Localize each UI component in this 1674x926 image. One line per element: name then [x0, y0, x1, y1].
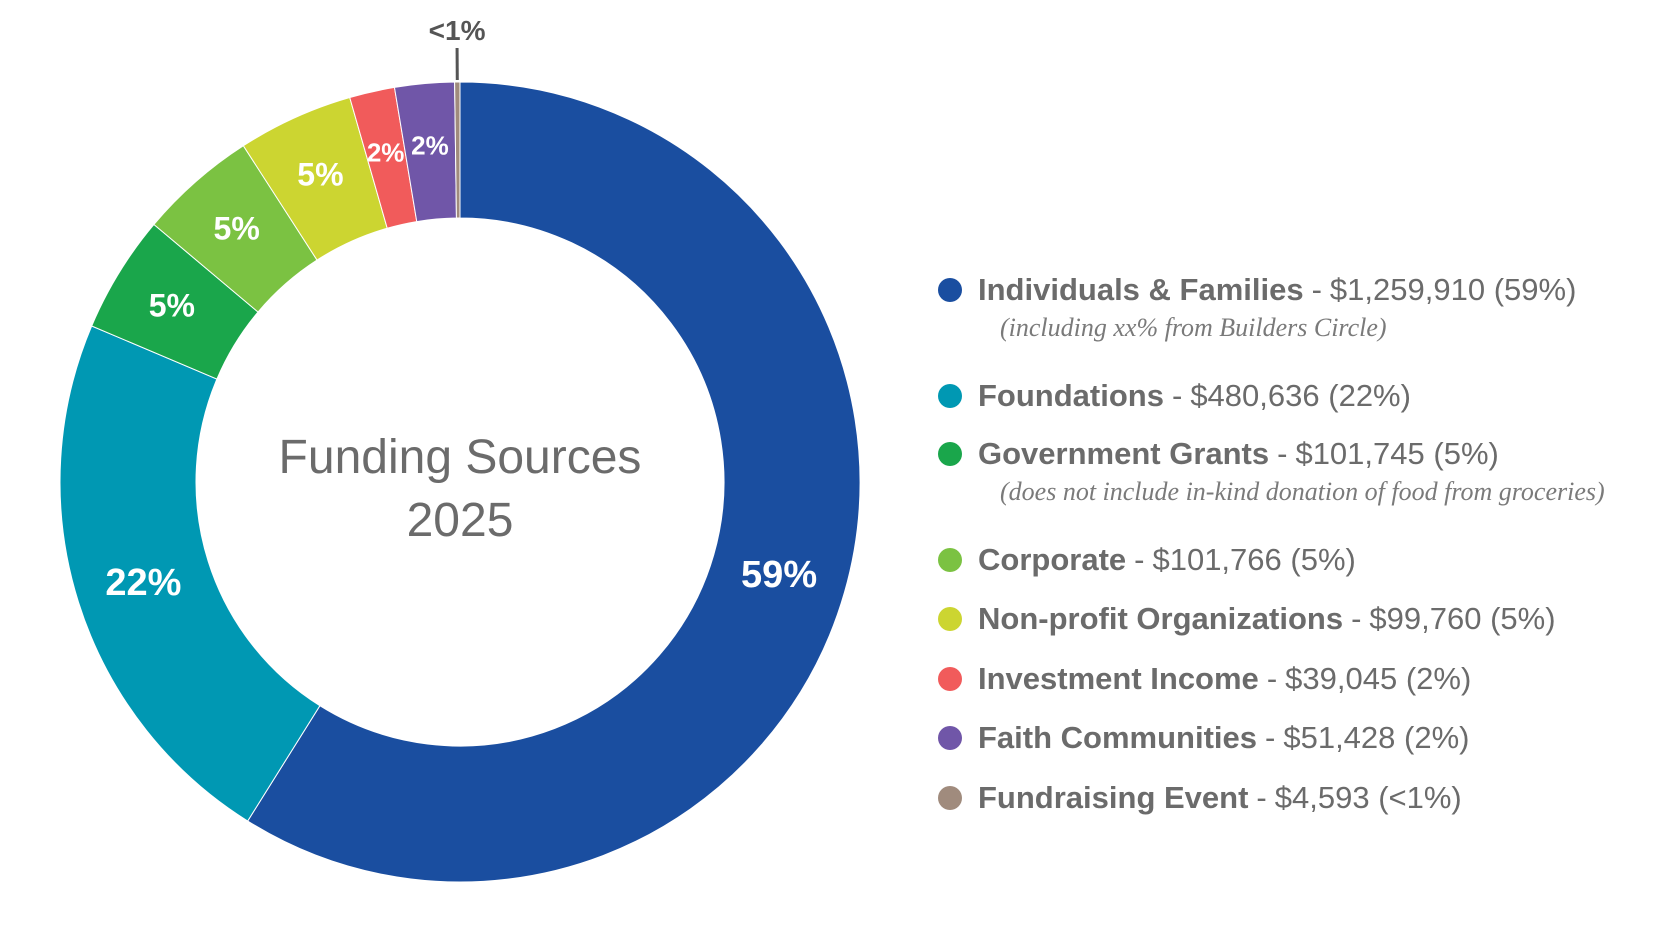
- legend-swatch: [938, 384, 962, 408]
- legend-item-investment-income: Investment Income - $39,045 (2%): [938, 659, 1471, 699]
- legend-swatch: [938, 548, 962, 572]
- legend-percent: (2%): [1405, 661, 1472, 696]
- legend-separator: -: [1256, 780, 1267, 815]
- legend-gap: [1320, 376, 1329, 416]
- slice-label-corporate: 5%: [214, 210, 260, 246]
- legend-swatch: [938, 607, 962, 631]
- legend-separator: -: [1311, 272, 1322, 307]
- legend-amount: $4,593: [1274, 780, 1370, 815]
- legend-separator: -: [1266, 661, 1278, 696]
- slice-label-non-profit-organizations: 5%: [297, 156, 343, 192]
- legend-swatch: [938, 278, 962, 302]
- legend-percent: (<1%): [1378, 780, 1462, 815]
- donut-slices: [59, 81, 861, 883]
- slice-label-individuals-and-families: 59%: [741, 554, 817, 596]
- legend-separator: -: [1351, 601, 1362, 636]
- legend-name: Faith Communities: [978, 720, 1258, 755]
- legend-line: Investment Income - $39,045 (2%): [938, 659, 1471, 699]
- chart-title: Funding Sources: [279, 431, 642, 484]
- legend-amount: $101,766: [1152, 542, 1282, 577]
- legend-line: Foundations - $480,636 (22%): [938, 376, 1411, 416]
- legend-item-corporate: Corporate - $101,766 (5%): [938, 540, 1356, 580]
- legend-name: Government Grants: [978, 436, 1270, 471]
- legend-percent: (2%): [1404, 720, 1470, 755]
- legend-name: Individuals & Families: [978, 272, 1304, 307]
- legend-item-fundraising-event: Fundraising Event - $4,593 (<1%): [938, 778, 1462, 818]
- slice-label-faith-communities: 2%: [411, 130, 449, 160]
- legend-amount: $480,636: [1190, 378, 1320, 413]
- legend-name: Corporate: [978, 542, 1127, 577]
- legend-line: Government Grants - $101,745 (5%): [938, 434, 1605, 474]
- legend-line: Faith Communities - $51,428 (2%): [938, 718, 1469, 758]
- legend-item-foundations: Foundations - $480,636 (22%): [938, 376, 1411, 416]
- legend-line: Corporate - $101,766 (5%): [938, 540, 1356, 580]
- legend-gap: [1397, 659, 1406, 699]
- slice-fundraising-event: [454, 81, 461, 219]
- legend-swatch: [938, 667, 962, 691]
- legend-swatch: [938, 726, 962, 750]
- slice-label-government-grants: 5%: [149, 288, 195, 324]
- legend-percent: (59%): [1493, 272, 1577, 307]
- legend-gap: [1282, 540, 1291, 580]
- legend-separator: -: [1134, 542, 1145, 577]
- legend-name: Fundraising Event: [978, 780, 1249, 815]
- legend-item-government-grants: Government Grants - $101,745 (5%) (does not…: [938, 434, 1605, 508]
- legend-gap: [1425, 434, 1434, 474]
- legend-line: Fundraising Event - $4,593 (<1%): [938, 778, 1462, 818]
- legend-item-faith-communities: Faith Communities - $51,428 (2%): [938, 718, 1469, 758]
- small-slice-callout: <1%: [429, 15, 486, 81]
- slice-foundations: [59, 325, 321, 822]
- chart-subtitle: 2025: [407, 494, 514, 547]
- legend-swatch: [938, 786, 962, 810]
- slice-labels: 59% 22% 5% 5% 5% 2% 2%: [105, 130, 817, 604]
- slice-label-investment-income: 2%: [367, 137, 405, 167]
- legend-name: Foundations: [978, 378, 1164, 413]
- legend-separator: -: [1277, 436, 1288, 471]
- legend-amount: $51,428: [1283, 720, 1396, 755]
- legend-percent: (5%): [1490, 601, 1556, 636]
- legend-gap: [1395, 718, 1404, 758]
- legend-amount: $101,745: [1295, 436, 1425, 471]
- legend-swatch: [938, 442, 962, 466]
- legend-item-individuals-and-families: Individuals & Families - $1,259,910 (59%)(…: [938, 270, 1576, 344]
- legend-note: (including xx% from Builders Circle): [1000, 313, 1387, 342]
- legend-percent: (5%): [1290, 542, 1356, 577]
- legend-amount: $1,259,910: [1329, 272, 1486, 307]
- legend-amount: $99,760: [1369, 601, 1482, 636]
- legend-separator: -: [1265, 720, 1276, 755]
- slice-label-fundraising-event: <1%: [429, 15, 486, 46]
- legend-separator: -: [1171, 378, 1183, 413]
- legend-gap: [1481, 599, 1490, 639]
- legend-line: Non-profit Organizations - $99,760 (5%): [938, 599, 1556, 639]
- legend-gap: [1485, 270, 1494, 310]
- legend-name: Non-profit Organizations: [978, 601, 1344, 636]
- legend-note: (does not include in-kind donation of fo…: [1000, 477, 1605, 506]
- slice-individuals-and-families: [246, 81, 861, 883]
- legend-amount: $39,045: [1285, 661, 1398, 696]
- legend-item-non-profit-organizations: Non-profit Organizations - $99,760 (5%): [938, 599, 1556, 639]
- legend-line: Individuals & Families - $1,259,910 (59%): [938, 270, 1576, 310]
- legend-gap: [1370, 778, 1379, 818]
- legend-percent: (22%): [1328, 378, 1411, 413]
- slice-label-foundations: 22%: [105, 562, 181, 604]
- legend-name: Investment Income: [978, 661, 1259, 696]
- legend-percent: (5%): [1433, 436, 1499, 471]
